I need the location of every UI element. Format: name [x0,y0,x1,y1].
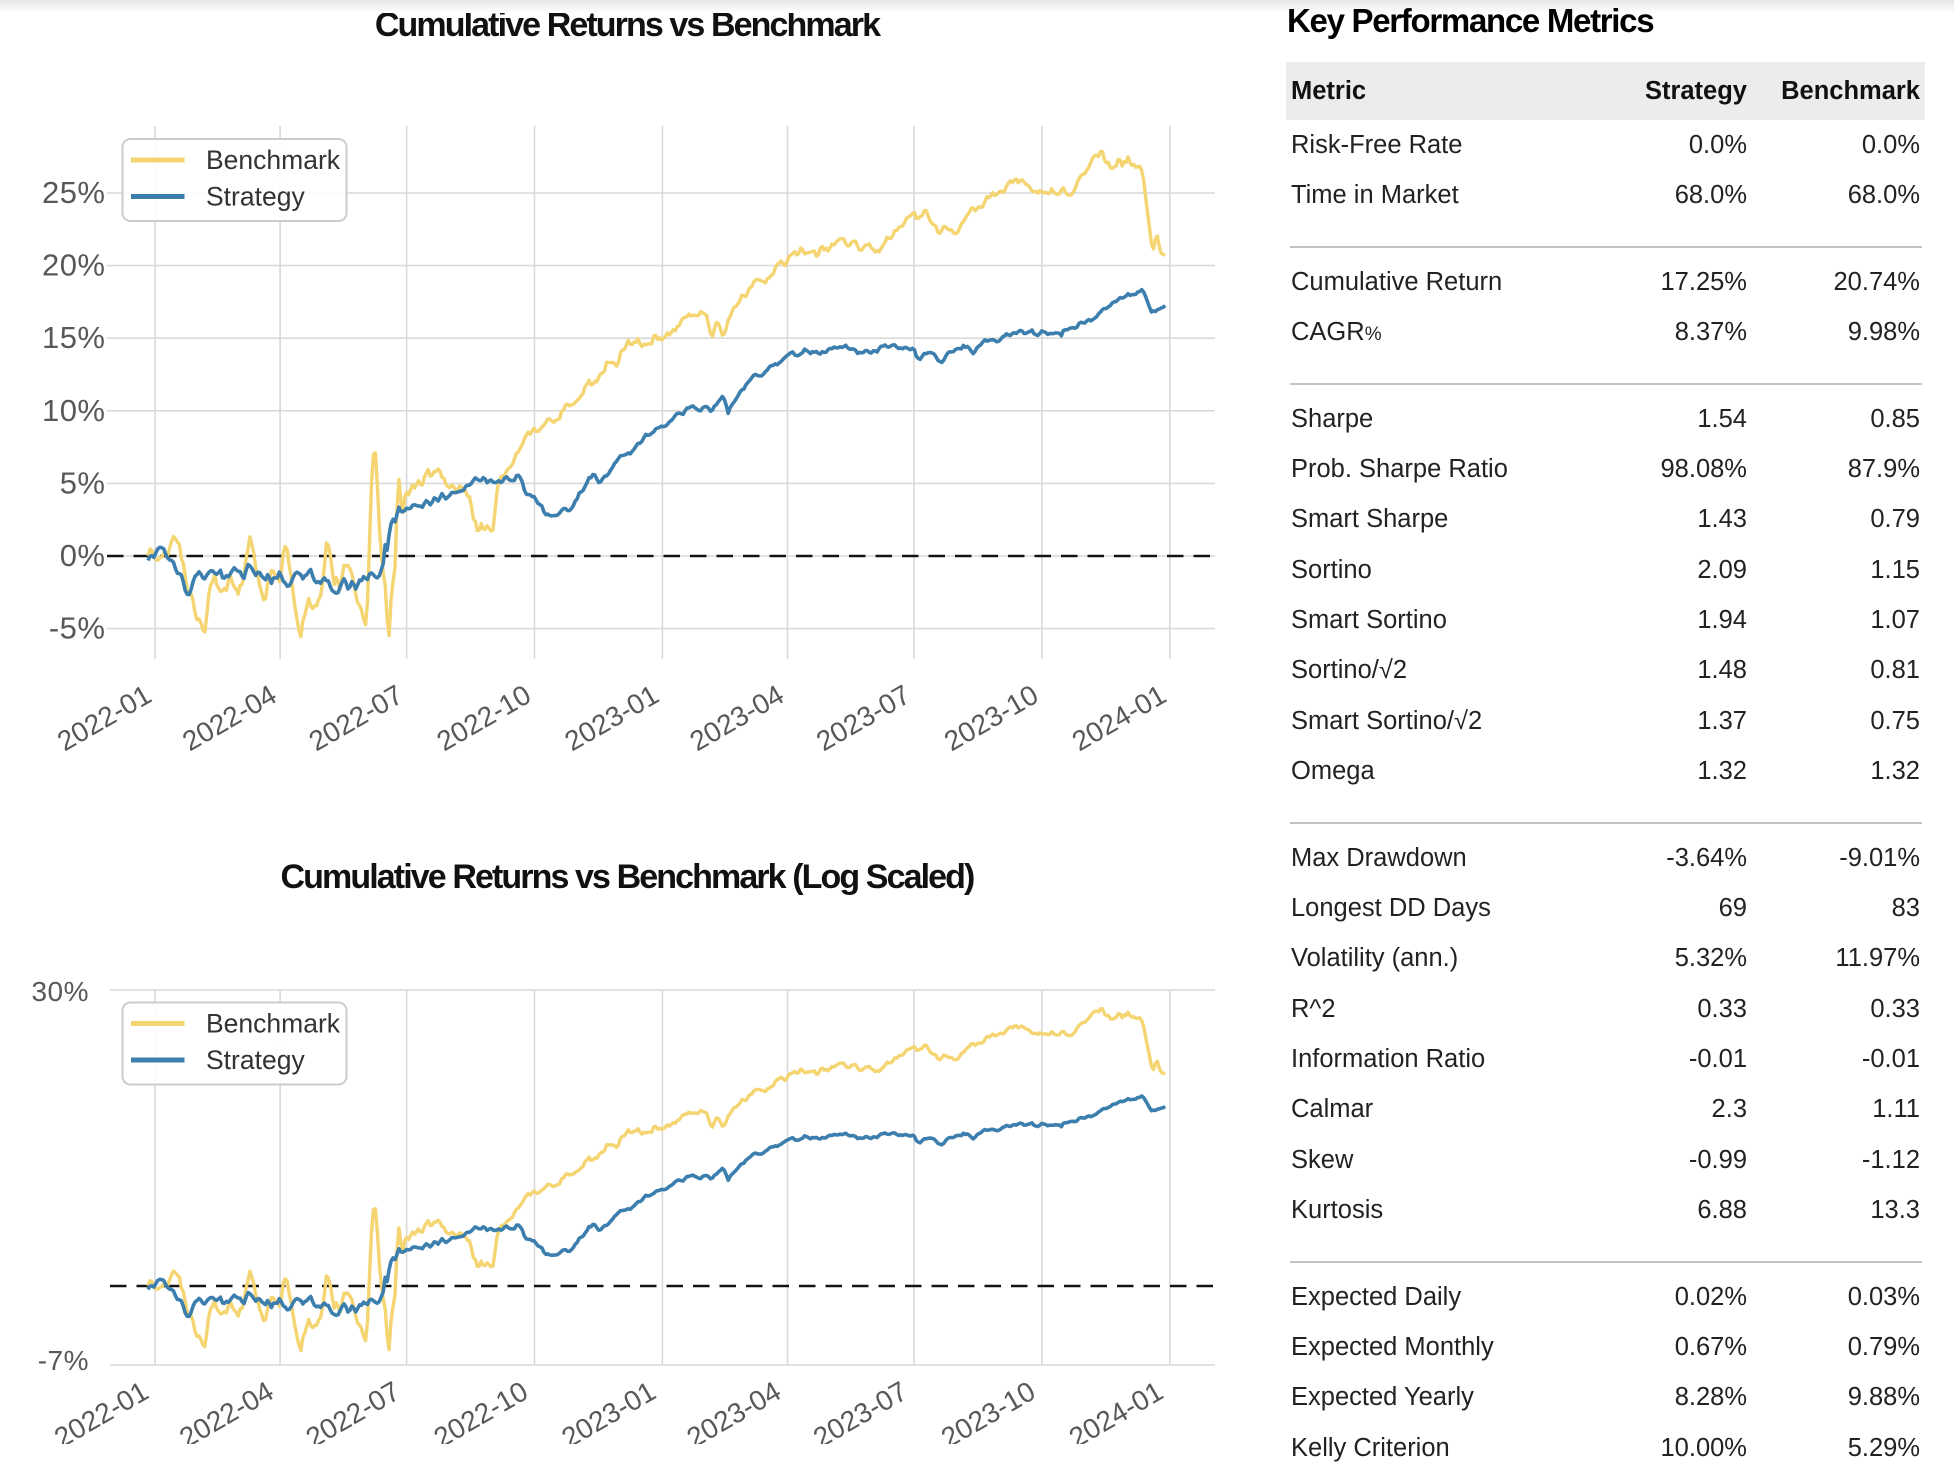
svg-text:Strategy: Strategy [206,1045,305,1075]
svg-text:10%: 10% [42,393,106,428]
svg-text:-7%: -7% [38,1345,89,1376]
svg-text:2023-07: 2023-07 [811,679,915,757]
svg-text:2023-01: 2023-01 [556,1375,660,1444]
svg-text:2023-04: 2023-04 [682,1375,786,1444]
svg-text:2023-04: 2023-04 [685,679,789,757]
svg-text:2022-07: 2022-07 [301,1375,405,1444]
svg-text:15%: 15% [42,320,106,355]
svg-text:2023-07: 2023-07 [808,1375,912,1444]
svg-text:30%: 30% [31,976,89,1007]
svg-text:Benchmark: Benchmark [206,1009,341,1039]
svg-text:2022-01: 2022-01 [52,679,156,757]
svg-text:2024-01: 2024-01 [1067,679,1171,757]
svg-text:0%: 0% [60,538,106,573]
svg-text:2023-10: 2023-10 [939,679,1043,757]
svg-text:-5%: -5% [49,611,106,646]
svg-text:Cumulative Returns vs Benchmar: Cumulative Returns vs Benchmark (Log Sca… [281,858,975,896]
svg-text:2023-10: 2023-10 [936,1375,1040,1444]
svg-text:2022-04: 2022-04 [177,679,281,757]
svg-text:Strategy: Strategy [206,182,305,212]
svg-text:5%: 5% [60,465,106,500]
svg-text:2022-10: 2022-10 [432,679,536,757]
svg-text:Benchmark: Benchmark [206,145,341,175]
svg-text:20%: 20% [42,248,106,283]
svg-text:2022-01: 2022-01 [49,1375,153,1444]
svg-text:2024-01: 2024-01 [1064,1375,1168,1444]
svg-text:2022-10: 2022-10 [429,1375,533,1444]
svg-text:2022-07: 2022-07 [304,679,408,757]
svg-text:2023-01: 2023-01 [559,679,663,757]
svg-text:2022-04: 2022-04 [174,1375,278,1444]
svg-text:25%: 25% [42,175,106,210]
